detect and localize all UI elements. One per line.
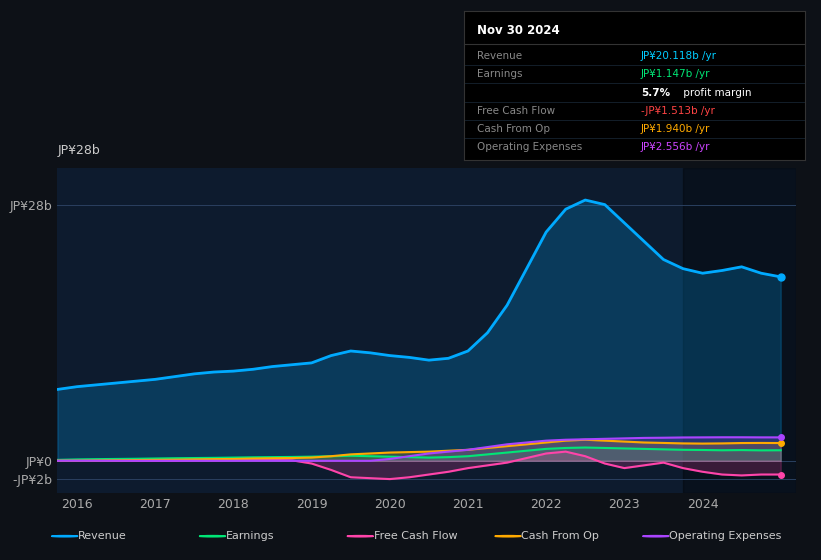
Text: Operating Expenses: Operating Expenses [478, 142, 583, 152]
Text: JP¥1.147b /yr: JP¥1.147b /yr [641, 69, 710, 80]
Text: JP¥1.940b /yr: JP¥1.940b /yr [641, 124, 710, 134]
Text: -JP¥1.513b /yr: -JP¥1.513b /yr [641, 106, 715, 116]
Circle shape [52, 535, 78, 537]
Text: 5.7%: 5.7% [641, 87, 670, 97]
Text: JP¥2.556b /yr: JP¥2.556b /yr [641, 142, 710, 152]
Circle shape [495, 535, 521, 537]
Text: Cash From Op: Cash From Op [521, 531, 599, 541]
Text: Cash From Op: Cash From Op [478, 124, 551, 134]
Text: Nov 30 2024: Nov 30 2024 [478, 24, 560, 37]
Circle shape [643, 535, 669, 537]
Text: Free Cash Flow: Free Cash Flow [374, 531, 457, 541]
Text: Earnings: Earnings [478, 69, 523, 80]
Text: Earnings: Earnings [226, 531, 274, 541]
Text: Revenue: Revenue [78, 531, 126, 541]
Text: JP¥28b: JP¥28b [57, 144, 100, 157]
Text: JP¥20.118b /yr: JP¥20.118b /yr [641, 51, 717, 61]
Text: Free Cash Flow: Free Cash Flow [478, 106, 556, 116]
Circle shape [200, 535, 226, 537]
Text: profit margin: profit margin [681, 87, 752, 97]
Text: Operating Expenses: Operating Expenses [669, 531, 782, 541]
Text: Revenue: Revenue [478, 51, 523, 61]
Bar [683, 168, 796, 493]
Circle shape [347, 535, 374, 537]
